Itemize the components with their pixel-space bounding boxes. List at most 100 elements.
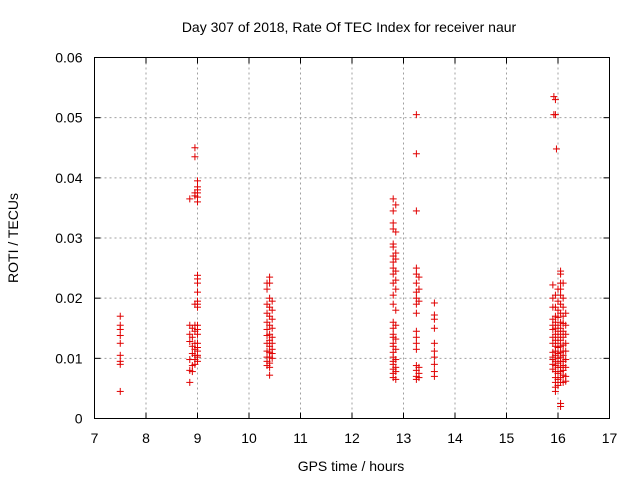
x-tick-label: 17 xyxy=(602,430,618,446)
data-point xyxy=(268,339,276,347)
data-point xyxy=(116,360,124,368)
data-point xyxy=(557,285,565,293)
data-point xyxy=(186,337,194,345)
data-point xyxy=(268,297,276,305)
data-point xyxy=(194,279,201,287)
data-point xyxy=(430,299,438,307)
data-point xyxy=(389,291,397,299)
x-tick-label: 13 xyxy=(396,430,412,446)
data-point xyxy=(389,195,397,203)
y-tick-label: 0.03 xyxy=(55,230,82,246)
data-point xyxy=(551,387,559,395)
data-point xyxy=(559,303,567,311)
data-point xyxy=(551,96,559,104)
data-point xyxy=(562,363,570,371)
data-point xyxy=(412,150,420,158)
data-point xyxy=(191,144,199,152)
data-point xyxy=(194,357,201,365)
data-point xyxy=(551,111,559,119)
data-point xyxy=(549,281,557,289)
data-point xyxy=(562,356,570,364)
y-tick-label: 0.02 xyxy=(55,290,82,306)
data-point xyxy=(392,267,400,275)
data-point xyxy=(430,353,438,361)
data-point xyxy=(268,324,276,332)
y-tick-labels: 0 0.01 0.02 0.03 0.04 0.05 0.06 xyxy=(55,50,82,427)
data-point xyxy=(559,279,567,287)
data-point xyxy=(415,285,423,293)
data-point xyxy=(415,273,423,281)
x-tick-label: 15 xyxy=(499,430,515,446)
data-point xyxy=(392,368,400,376)
data-point xyxy=(392,375,400,383)
data-point xyxy=(557,402,565,410)
data-point xyxy=(412,264,420,272)
data-point xyxy=(116,339,124,347)
data-point xyxy=(186,195,194,203)
data-point xyxy=(392,276,400,284)
data-point xyxy=(268,354,276,362)
data-point xyxy=(430,315,438,323)
data-point xyxy=(430,372,438,380)
data-point xyxy=(392,255,400,263)
data-point xyxy=(389,219,397,227)
x-tick-label: 8 xyxy=(142,430,150,446)
data-point xyxy=(392,228,400,236)
data-point xyxy=(392,306,400,314)
data-points xyxy=(116,93,570,410)
y-axis-label: ROTI / TECUs xyxy=(5,193,21,283)
data-point xyxy=(430,347,438,355)
x-tick-label: 7 xyxy=(91,430,99,446)
x-tick-label: 16 xyxy=(550,430,566,446)
data-point xyxy=(562,330,570,338)
chart-title: Day 307 of 2018, Rate Of TEC Index for r… xyxy=(182,19,517,35)
data-point xyxy=(389,243,397,251)
x-tick-label: 10 xyxy=(241,430,257,446)
data-point xyxy=(392,321,400,329)
data-point xyxy=(191,153,199,161)
data-point xyxy=(268,306,276,314)
data-point xyxy=(266,371,274,379)
x-tick-label: 14 xyxy=(447,430,463,446)
data-point xyxy=(392,335,400,343)
data-point xyxy=(412,333,420,341)
data-point xyxy=(550,93,558,101)
y-tick-label: 0.01 xyxy=(55,350,82,366)
data-point xyxy=(263,325,271,333)
y-tick-label: 0.04 xyxy=(55,170,82,186)
data-point xyxy=(562,309,570,317)
data-point xyxy=(412,207,420,215)
data-point xyxy=(415,363,423,371)
data-point xyxy=(186,378,194,386)
data-point xyxy=(116,331,124,339)
data-point xyxy=(562,321,570,329)
data-point xyxy=(559,294,567,302)
data-point xyxy=(194,303,201,311)
data-point xyxy=(562,377,570,385)
data-point xyxy=(557,270,565,278)
y-tick-label: 0 xyxy=(75,411,83,427)
grid-lines xyxy=(94,57,610,419)
data-point xyxy=(389,207,397,215)
data-point xyxy=(412,339,420,347)
data-point xyxy=(392,285,400,293)
x-tick-label: 9 xyxy=(194,430,202,446)
data-point xyxy=(266,273,274,281)
data-point xyxy=(268,333,276,341)
data-point xyxy=(392,201,400,209)
data-point xyxy=(116,387,124,395)
data-point xyxy=(412,309,420,317)
data-point xyxy=(266,363,274,371)
data-point xyxy=(412,327,420,335)
data-point xyxy=(194,177,201,185)
data-point xyxy=(562,347,570,355)
data-point xyxy=(554,313,562,321)
y-tick-label: 0.05 xyxy=(55,110,82,126)
data-point xyxy=(392,345,400,353)
data-point xyxy=(116,351,124,359)
x-axis-label: GPS time / hours xyxy=(298,458,405,474)
y-tick-label: 0.06 xyxy=(55,50,82,66)
data-point xyxy=(430,360,438,368)
data-point xyxy=(116,325,124,333)
